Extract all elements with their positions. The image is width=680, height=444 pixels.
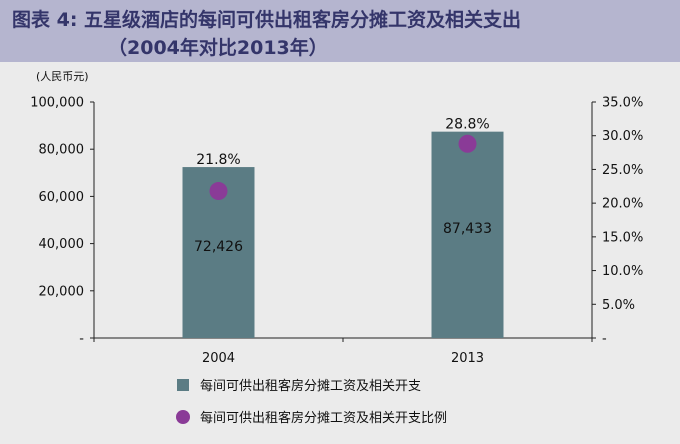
dot-series: 21.8% 28.8% xyxy=(196,117,490,201)
bar xyxy=(431,131,504,338)
y-tick-label: 60,000 xyxy=(39,190,85,205)
y2-tick-label: 20.0% xyxy=(602,197,643,212)
y-tick-label: 100,000 xyxy=(30,96,84,111)
y-unit-label: (人民币元) xyxy=(36,70,89,83)
chart-subtitle: （2004年对比2013年） xyxy=(108,37,328,59)
pct-value-label: 21.8% xyxy=(196,152,240,168)
bar-value-label: 87,433 xyxy=(443,221,492,237)
bar-value-label: 72,426 xyxy=(194,239,243,255)
y2-tick-label: 10.0% xyxy=(602,264,643,279)
axes xyxy=(90,101,596,342)
chart-title: 图表 4: 五星级酒店的每间可供出租客房分摊工资及相关支出 xyxy=(12,9,522,31)
pct-value-label: 28.8% xyxy=(445,117,489,133)
legend-bar-label: 每间可供出租客房分摊工资及相关开支 xyxy=(200,378,421,394)
plot-background xyxy=(0,62,680,444)
legend-dot-swatch xyxy=(176,410,190,424)
y2-tick-label: 15.0% xyxy=(602,230,643,245)
pct-dot xyxy=(209,182,228,201)
y-tick-label: 40,000 xyxy=(39,237,85,252)
y2-tick-label: 35.0% xyxy=(602,96,643,111)
x-tick-label: 2013 xyxy=(451,351,484,366)
legend-dot-label: 每间可供出租客房分摊工资及相关开支比例 xyxy=(200,410,447,426)
legend-bar-swatch xyxy=(177,379,189,391)
x-tick-label: 2004 xyxy=(202,351,235,366)
tick-labels: (人民币元) - 20,000 40,000 60,000 80,000 100,000 - 5… xyxy=(30,70,643,366)
y2-tick-label: - xyxy=(602,332,607,347)
pct-dot xyxy=(458,134,477,153)
y2-tick-label: 30.0% xyxy=(602,129,643,144)
y-tick-label: 20,000 xyxy=(39,284,85,299)
y2-tick-label: 5.0% xyxy=(602,298,635,313)
y2-tick-label: 25.0% xyxy=(602,163,643,178)
y-tick-label: - xyxy=(79,332,84,347)
y-tick-label: 80,000 xyxy=(39,143,85,158)
title-banner: 图表 4: 五星级酒店的每间可供出租客房分摊工资及相关支出 （2004年对比20… xyxy=(0,0,680,62)
